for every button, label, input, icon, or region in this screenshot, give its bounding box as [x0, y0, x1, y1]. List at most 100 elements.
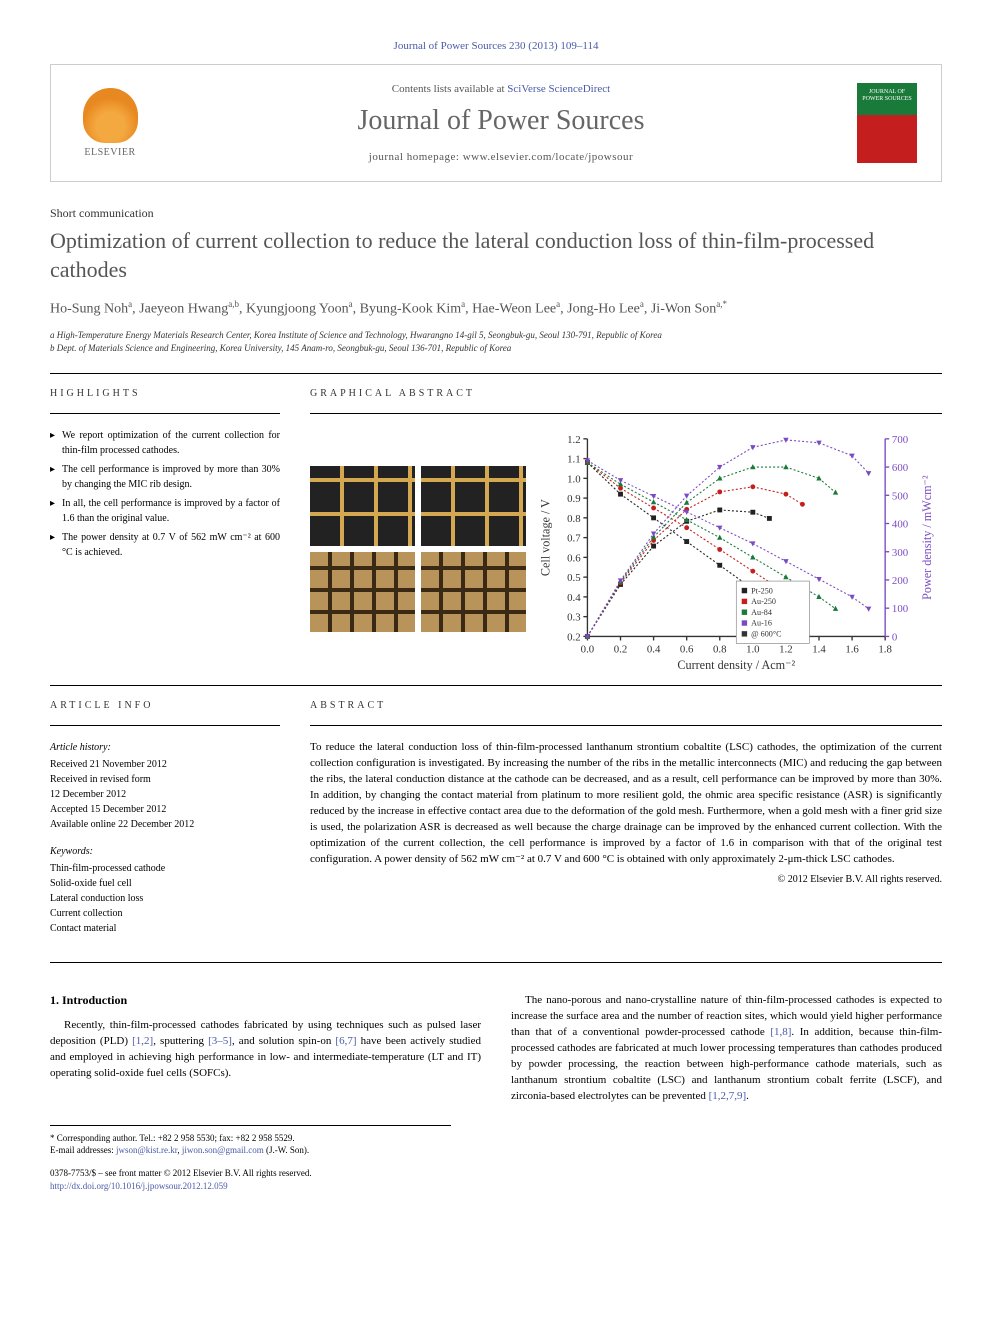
ga-micrograph-2 — [421, 466, 526, 546]
issn-line: 0378-7753/$ – see front matter © 2012 El… — [50, 1167, 942, 1180]
svg-text:0.3: 0.3 — [567, 611, 581, 623]
elsevier-tree-icon — [83, 88, 138, 143]
ga-chart: 0.00.20.40.60.81.01.21.41.61.80.20.30.40… — [536, 428, 942, 672]
history-line: Received 21 November 2012 — [50, 757, 280, 772]
keywords-block: Keywords: Thin-film-processed cathode So… — [50, 844, 280, 936]
ref-link[interactable]: [1,2,7,9] — [709, 1090, 747, 1102]
svg-text:1.0: 1.0 — [746, 643, 760, 655]
affiliations: a High-Temperature Energy Materials Rese… — [50, 329, 942, 354]
svg-text:600: 600 — [892, 462, 908, 474]
svg-text:200: 200 — [892, 575, 908, 587]
highlight-item: We report optimization of the current co… — [50, 428, 280, 458]
svg-text:1.6: 1.6 — [845, 643, 859, 655]
email-link-1[interactable]: jwson@kist.re.kr — [116, 1145, 177, 1155]
svg-text:500: 500 — [892, 490, 908, 502]
ga-micrograph-grid — [310, 466, 526, 632]
intro-paragraph-1: Recently, thin-film-processed cathodes f… — [50, 1018, 481, 1082]
divider — [50, 725, 280, 726]
highlight-item: The cell performance is improved by more… — [50, 462, 280, 492]
history-line: Received in revised form — [50, 772, 280, 787]
homepage-line: journal homepage: www.elsevier.com/locat… — [165, 151, 837, 163]
divider — [50, 962, 942, 963]
cover-line2: POWER SOURCES — [862, 96, 912, 103]
article-type: Short communication — [50, 206, 942, 221]
ref-link[interactable]: [1,2] — [132, 1035, 153, 1047]
keyword: Lateral conduction loss — [50, 891, 280, 906]
svg-text:300: 300 — [892, 546, 908, 558]
homepage-prefix: journal homepage: — [369, 151, 463, 163]
divider — [310, 725, 942, 726]
article-title: Optimization of current collection to re… — [50, 227, 942, 284]
ref-link[interactable]: [6,7] — [335, 1035, 356, 1047]
svg-text:0.6: 0.6 — [680, 643, 694, 655]
svg-text:1.1: 1.1 — [567, 453, 581, 465]
highlights-label: HIGHLIGHTS — [50, 388, 280, 399]
highlights-list: We report optimization of the current co… — [50, 428, 280, 560]
ga-micrograph-4 — [421, 552, 526, 632]
svg-text:0.2: 0.2 — [614, 643, 628, 655]
svg-text:400: 400 — [892, 518, 908, 530]
keyword: Solid-oxide fuel cell — [50, 876, 280, 891]
abstract-copyright: © 2012 Elsevier B.V. All rights reserved… — [310, 874, 942, 885]
ga-micrograph-1 — [310, 466, 415, 546]
elsevier-logo: ELSEVIER — [75, 83, 145, 163]
email-line: E-mail addresses: jwson@kist.re.kr, jiwo… — [50, 1144, 451, 1157]
history-line: Accepted 15 December 2012 — [50, 802, 280, 817]
affiliation-a: a High-Temperature Energy Materials Rese… — [50, 329, 942, 342]
svg-text:1.2: 1.2 — [567, 434, 581, 446]
svg-text:0.8: 0.8 — [567, 513, 581, 525]
svg-text:Cell voltage / V: Cell voltage / V — [539, 498, 553, 575]
history-line: Available online 22 December 2012 — [50, 817, 280, 832]
article-history-heading: Article history: — [50, 740, 280, 755]
svg-text:100: 100 — [892, 603, 908, 615]
highlight-item: The power density at 0.7 V of 562 mW cm⁻… — [50, 530, 280, 560]
divider — [50, 413, 280, 414]
doi-link[interactable]: http://dx.doi.org/10.1016/j.jpowsour.201… — [50, 1181, 228, 1191]
journal-cover-thumbnail: JOURNAL OF POWER SOURCES — [857, 83, 917, 163]
svg-text:Au-84: Au-84 — [751, 608, 772, 617]
header-center: Contents lists available at SciVerse Sci… — [165, 83, 837, 163]
svg-text:1.4: 1.4 — [812, 643, 826, 655]
ref-link[interactable]: [3–5] — [208, 1035, 232, 1047]
keyword: Contact material — [50, 921, 280, 936]
svg-text:Current density / Acm⁻²: Current density / Acm⁻² — [677, 658, 795, 672]
email-link-2[interactable]: jiwon.son@gmail.com — [182, 1145, 264, 1155]
corresponding-line: * Corresponding author. Tel.: +82 2 958 … — [50, 1132, 451, 1145]
keyword: Thin-film-processed cathode — [50, 861, 280, 876]
journal-header-box: ELSEVIER Contents lists available at Sci… — [50, 64, 942, 182]
ref-link[interactable]: [1,8] — [770, 1026, 791, 1038]
graphical-abstract: 0.00.20.40.60.81.01.21.41.61.80.20.30.40… — [310, 428, 942, 672]
svg-text:0.4: 0.4 — [647, 643, 661, 655]
contents-prefix: Contents lists available at — [392, 83, 507, 95]
introduction-section: 1. Introduction Recently, thin-film-proc… — [50, 993, 942, 1105]
svg-text:1.2: 1.2 — [779, 643, 793, 655]
svg-text:Au-250: Au-250 — [751, 597, 776, 606]
citation-line: Journal of Power Sources 230 (2013) 109–… — [50, 40, 942, 52]
abstract-label: ABSTRACT — [310, 700, 942, 711]
svg-text:Power density / mWcm⁻²: Power density / mWcm⁻² — [920, 475, 934, 600]
svg-text:@ 600°C: @ 600°C — [751, 629, 781, 638]
svg-text:0.4: 0.4 — [567, 592, 581, 604]
cover-line1: JOURNAL OF — [869, 89, 905, 96]
svg-text:0.2: 0.2 — [567, 631, 581, 643]
divider — [50, 373, 942, 374]
graphical-abstract-label: GRAPHICAL ABSTRACT — [310, 388, 942, 399]
svg-text:700: 700 — [892, 434, 908, 446]
svg-text:0: 0 — [892, 631, 897, 643]
footer-meta: 0378-7753/$ – see front matter © 2012 El… — [50, 1167, 942, 1192]
email-suffix: (J.-W. Son). — [264, 1145, 309, 1155]
elsevier-label: ELSEVIER — [84, 147, 135, 158]
history-line: 12 December 2012 — [50, 787, 280, 802]
svg-text:0.9: 0.9 — [567, 493, 581, 505]
divider — [50, 685, 942, 686]
journal-name: Journal of Power Sources — [165, 105, 837, 137]
keywords-heading: Keywords: — [50, 844, 280, 859]
sciencedirect-link[interactable]: SciVerse ScienceDirect — [507, 83, 610, 95]
homepage-url: www.elsevier.com/locate/jpowsour — [463, 151, 633, 163]
intro-heading: 1. Introduction — [50, 993, 481, 1008]
email-prefix: E-mail addresses: — [50, 1145, 116, 1155]
article-info-label: ARTICLE INFO — [50, 700, 280, 711]
ga-micrograph-3 — [310, 552, 415, 632]
svg-text:0.8: 0.8 — [713, 643, 727, 655]
highlight-item: In all, the cell performance is improved… — [50, 496, 280, 526]
